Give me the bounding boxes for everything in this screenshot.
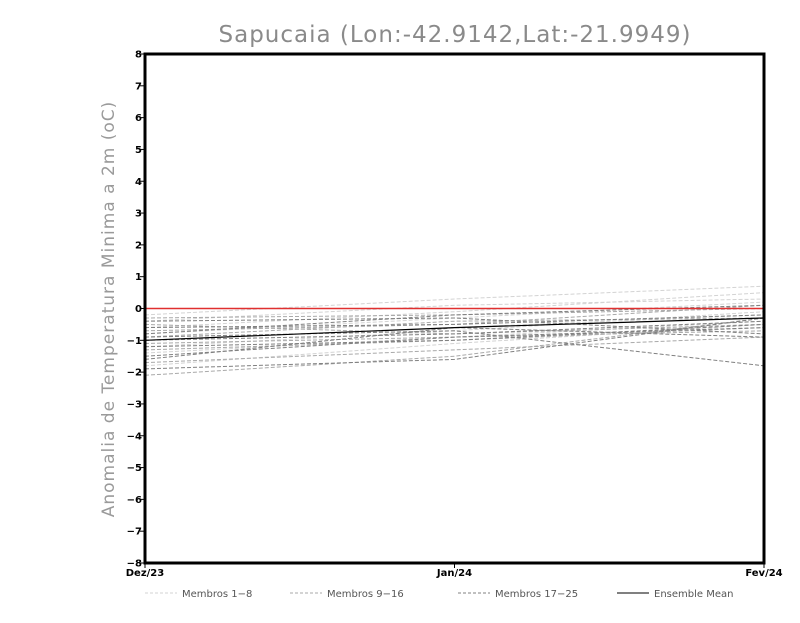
x-tick-label: Jan/24 [436,568,472,579]
member-line-1 [144,285,765,316]
legend-label: Membros 17−25 [495,589,578,600]
y-tick-label: 0 [135,304,142,315]
y-tick-label: 7 [135,81,142,92]
legend: Membros 1−8 Membros 9−16 Membros 17−25 Ense… [145,589,733,600]
y-tick-label: −3 [127,399,142,410]
member-line-16 [144,330,765,344]
y-tick-label: −4 [127,431,142,442]
legend-label: Ensemble Mean [654,589,733,600]
chart-title: Sapucaia (Lon:-42.9142,Lat:-21.9949) [219,22,692,48]
member-line-17 [144,317,765,335]
y-tick-label: −2 [127,368,142,379]
y-tick-label: −7 [127,527,142,538]
axes: −8 −7 −6 −5 −4 −3 −2 −1 0 1 2 3 4 5 6 7 8 Dez/23 Jan/24 Fev… [126,50,783,580]
member-line-21 [144,327,765,357]
y-tick-label: 8 [135,50,142,61]
y-tick-label: 5 [135,145,142,156]
member-line-13 [144,336,765,364]
y-axis-label: Anomalia de Temperatura Minima a 2m (oC) [99,101,119,518]
member-line-9 [144,308,765,319]
member-line-22 [144,317,765,370]
y-tick-label: −8 [127,559,142,570]
member-line-18 [144,314,765,329]
member-line-19 [144,330,765,367]
member-line-2 [144,292,765,329]
member-line-25 [144,323,765,348]
y-tick-label: 2 [135,240,142,251]
series-lines [144,285,765,376]
y-tick-label: 6 [135,113,142,124]
y-tick-label: 4 [135,177,142,188]
ensemble-mean-line [144,317,765,341]
legend-label: Membros 1−8 [182,589,252,600]
member-line-11 [144,317,765,338]
legend-label: Membros 9−16 [327,589,404,600]
x-tick-label: Fev/24 [745,568,782,579]
y-tick-label: 3 [135,209,142,220]
member-line-20 [144,320,765,341]
y-tick-label: 1 [135,272,142,283]
member-line-7 [144,298,765,322]
y-tick-label: −6 [127,495,142,506]
member-line-23 [144,327,765,360]
y-tick-label: −5 [127,463,142,474]
y-tick-label: −1 [127,336,142,347]
x-tick-label: Dez/23 [126,568,165,579]
